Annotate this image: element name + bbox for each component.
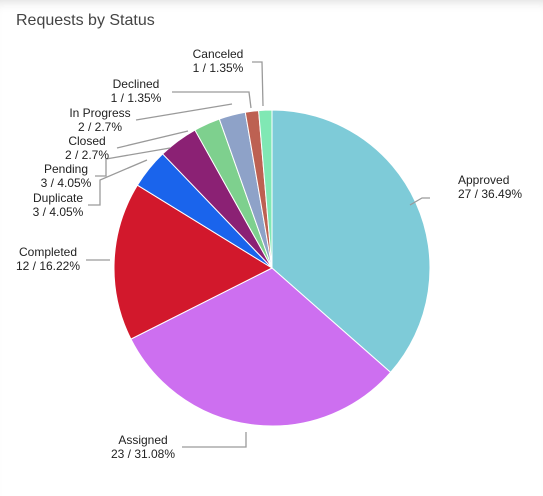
slice-label-assigned: Assigned 23 / 31.08% [111,433,175,461]
leader-line-approved [409,197,430,206]
slice-label-completed: Completed 12 / 16.22% [16,245,80,273]
pie-slice-assigned[interactable] [130,267,392,427]
leader-line-closed [116,130,189,149]
pie-slice-completed[interactable] [113,184,274,340]
chart-title: Requests by Status [16,12,155,29]
slice-label-approved: Approved 27 / 36.49% [458,173,522,201]
leader-line-duplicate [88,159,148,206]
pie-slice-approved[interactable] [271,109,431,374]
leader-line-assigned [182,432,247,448]
slice-label-in-progress: In Progress 2 / 2.7% [69,106,130,134]
slice-label-closed: Closed 2 / 2.7% [65,134,109,162]
leader-line-pending [95,147,171,177]
pie-slice-canceled[interactable] [258,109,273,269]
slice-label-pending: Pending 3 / 4.05% [41,162,92,190]
slice-label-canceled: Canceled 1 / 1.35% [193,47,244,75]
leader-line-in-progress [135,103,233,121]
leader-line-canceled [252,61,264,107]
slice-label-declined: Declined 1 / 1.35% [111,77,162,105]
leader-line-declined [172,91,252,109]
slice-label-duplicate: Duplicate 3 / 4.05% [33,191,84,219]
